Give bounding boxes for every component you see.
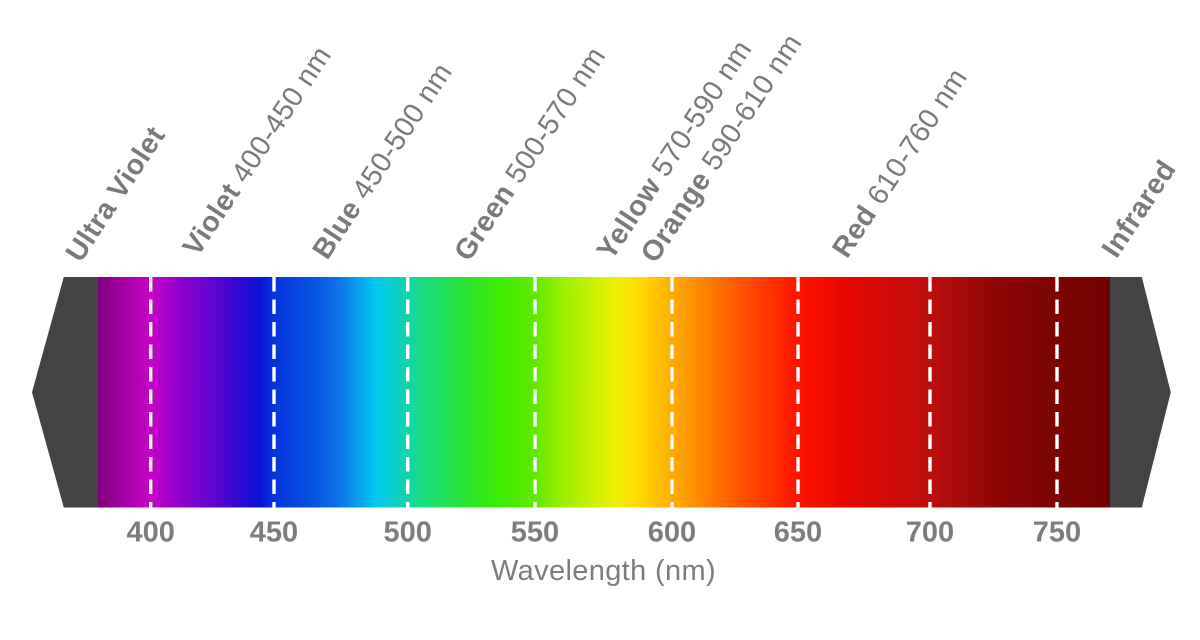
svg-text:550: 550 <box>511 517 559 549</box>
svg-text:400: 400 <box>127 517 175 549</box>
svg-text:600: 600 <box>648 517 696 549</box>
svg-text:Blue 450-500 nm: Blue 450-500 nm <box>306 57 458 265</box>
svg-text:700: 700 <box>906 517 954 549</box>
svg-text:Violet 400-450 nm: Violet 400-450 nm <box>177 41 338 262</box>
svg-text:450: 450 <box>250 517 298 549</box>
svg-text:500: 500 <box>384 517 432 549</box>
svg-text:750: 750 <box>1033 517 1081 549</box>
svg-text:Infrared: Infrared <box>1096 155 1183 264</box>
svg-text:650: 650 <box>774 517 822 549</box>
svg-text:Red 610-760 nm: Red 610-760 nm <box>826 63 974 264</box>
svg-text:Green 500-570 nm: Green 500-570 nm <box>448 41 612 266</box>
svg-text:Wavelength (nm): Wavelength (nm) <box>491 555 716 587</box>
svg-text:Ultra Violet: Ultra Violet <box>60 121 172 268</box>
